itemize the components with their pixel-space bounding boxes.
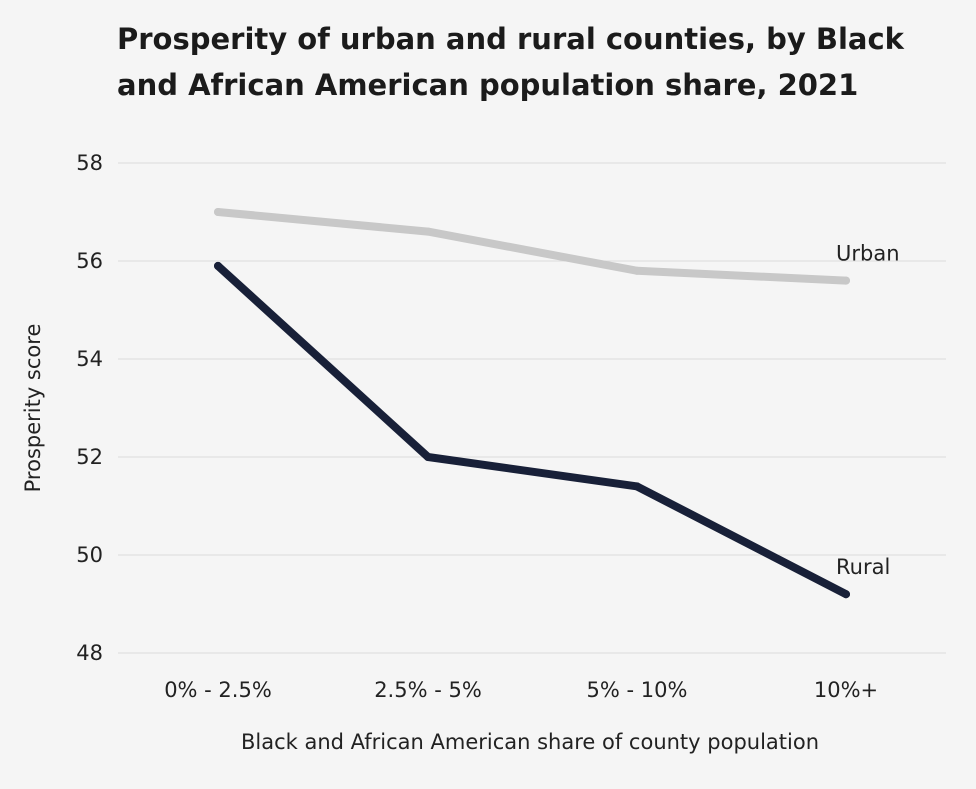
series-lines [214,208,850,599]
series-line-urban [214,208,850,285]
data-point-rural [633,482,641,491]
y-axis-title: Prosperity score [21,324,45,493]
data-point-rural [842,590,850,599]
y-tick-label: 54 [76,347,103,371]
chart-title: Prosperity of urban and rural counties, … [117,22,904,102]
data-point-urban [424,227,432,236]
x-axis-title: Black and African American share of coun… [241,730,819,754]
y-tick-label: 52 [76,445,103,469]
y-tick-label: 50 [76,543,103,567]
x-tick-label: 10%+ [814,678,878,702]
data-point-rural [424,453,432,461]
data-point-rural [214,261,222,270]
series-label-rural: Rural [836,555,890,579]
series-labels: Urban Rural [836,242,900,580]
x-tick-label: 0% - 2.5% [164,678,272,702]
data-point-urban [633,266,641,275]
x-axis-ticks: 0% - 2.5% 2.5% - 5% 5% - 10% 10%+ [164,678,878,702]
y-axis-ticks: 48 50 52 54 56 58 [76,151,103,665]
series-label-urban: Urban [836,242,900,266]
x-tick-label: 5% - 10% [587,678,688,702]
gridlines [118,162,946,654]
y-tick-label: 48 [76,641,103,665]
data-point-urban [842,276,850,285]
x-tick-label: 2.5% - 5% [374,678,482,702]
y-tick-label: 58 [76,151,103,175]
data-point-urban [214,208,222,216]
y-tick-label: 56 [76,249,103,273]
series-line-rural [214,261,850,599]
